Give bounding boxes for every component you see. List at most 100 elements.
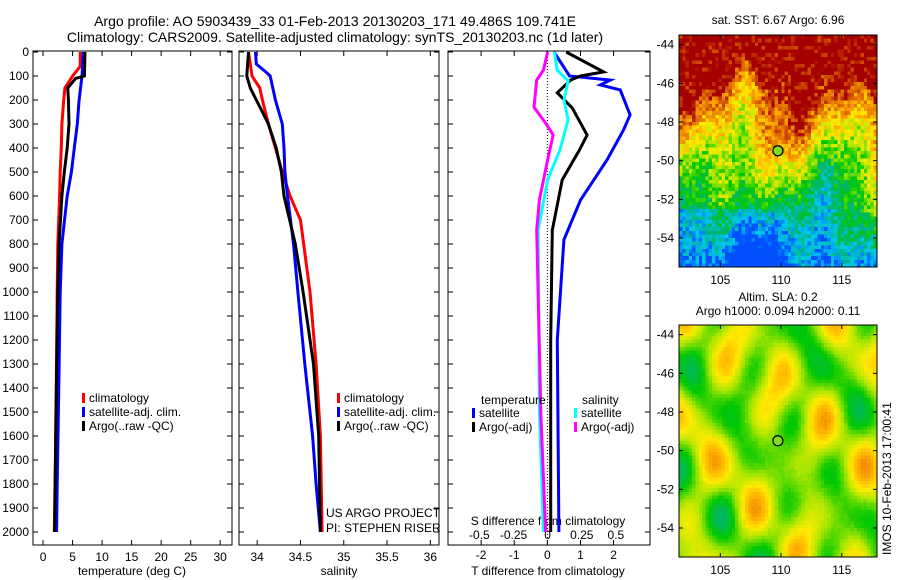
lat-tick-label: -48 <box>657 115 675 129</box>
lat-tick-label: -52 <box>657 482 675 496</box>
argo-location-marker <box>772 435 784 447</box>
x-tick-label: 36 <box>424 550 438 564</box>
depth-tick-label: 1800 <box>2 477 29 491</box>
x-tick-label: 10 <box>95 550 109 564</box>
depth-tick-label: 800 <box>9 237 29 251</box>
legend-label: climatology <box>344 391 404 405</box>
legend-swatch <box>82 421 85 431</box>
legend-swatch <box>337 407 340 417</box>
depth-tick-label: 600 <box>9 189 29 203</box>
lon-tick-label: 110 <box>771 273 790 287</box>
pi-annotation: PI: STEPHEN RISER <box>326 521 441 535</box>
legend-swatch <box>574 408 577 418</box>
sdiff-xlabel: S difference from climatology <box>471 514 626 528</box>
legend-swatch <box>82 407 85 417</box>
lat-tick-label: -54 <box>657 231 675 245</box>
legend-label: satellite-adj. clim. <box>344 405 436 419</box>
x-tick-label: 20 <box>154 550 168 564</box>
legend-label: Argo(-adj) <box>581 420 634 434</box>
s-tick-label: -0.25 <box>500 528 528 542</box>
footer-timestamp: IMOS 10-Feb-2013 17:00:41 <box>880 402 894 555</box>
x-tick-label: 34.5 <box>289 550 313 564</box>
panel-frame-0 <box>32 50 233 546</box>
depth-tick-label: 100 <box>9 69 29 83</box>
lat-tick-label: -44 <box>657 38 675 52</box>
depth-tick-label: 1400 <box>2 381 29 395</box>
lon-tick-label: 115 <box>832 563 851 577</box>
depth-tick-label: 500 <box>9 165 29 179</box>
depth-tick-label: 300 <box>9 117 29 131</box>
panel-frame-1 <box>238 50 440 546</box>
legend-swatch <box>574 422 577 432</box>
series-line-t-argo-adj- <box>549 50 609 532</box>
depth-tick-label: 1200 <box>2 333 29 347</box>
legend-label: satellite-adj. clim. <box>89 405 181 419</box>
x-tick-label: 0 <box>40 550 47 564</box>
lat-tick-label: -50 <box>657 154 675 168</box>
lon-tick-label: 105 <box>710 563 730 577</box>
legend-swatch <box>472 408 475 418</box>
depth-tick-label: 1000 <box>2 285 29 299</box>
series-line-argo-raw-qc- <box>53 51 87 533</box>
x-tick-label: 34 <box>251 550 265 564</box>
depth-tick-label: 0 <box>22 45 29 59</box>
x-tick-label: 35 <box>337 550 351 564</box>
lat-tick-label: -44 <box>657 328 675 342</box>
t-tick-label: -1 <box>509 548 520 562</box>
x-tick-label: 30 <box>214 550 228 564</box>
legend-title-temperature: temperature <box>481 393 546 407</box>
lat-tick-label: -54 <box>657 521 675 535</box>
legend-title-salinity: salinity <box>582 393 619 407</box>
legend-swatch <box>337 421 340 431</box>
depth-tick-label: 1900 <box>2 501 29 515</box>
series-line-satellite-adj-clim- <box>55 51 85 533</box>
x-tick-label: 15 <box>125 550 139 564</box>
sla-map-subtitle: Argo h1000: 0.094 h2000: 0.11 <box>696 304 861 318</box>
argo-location-marker <box>772 145 784 157</box>
title-line-1: Argo profile: AO 5903439_33 01-Feb-2013 … <box>94 13 576 29</box>
series-line-climatology <box>247 51 324 533</box>
sla-map-title: Altim. SLA: 0.2 <box>738 290 818 304</box>
lat-tick-label: -46 <box>657 76 675 90</box>
s-tick-label: -0.5 <box>469 528 490 542</box>
sla-map-frame <box>678 324 878 558</box>
t-tick-label: -2 <box>476 548 487 562</box>
depth-tick-label: 700 <box>9 213 29 227</box>
temperature-xlabel: temperature (deg C) <box>78 564 186 578</box>
t-tick-label: 0 <box>544 548 551 562</box>
depth-tick-label: 1500 <box>2 405 29 419</box>
lat-tick-label: -48 <box>657 405 675 419</box>
legend-label: Argo(..raw -QC) <box>344 419 429 433</box>
legend-label: Argo(-adj) <box>479 420 532 434</box>
series-line-s-argo-adj- <box>532 51 555 533</box>
x-tick-label: 35.5 <box>375 550 399 564</box>
lat-tick-label: -52 <box>657 192 675 206</box>
depth-tick-label: 1100 <box>3 309 29 323</box>
sst-map-frame <box>678 34 878 268</box>
title-line-2: Climatology: CARS2009. Satellite-adjuste… <box>67 29 603 45</box>
salinity-xlabel: salinity <box>321 564 358 578</box>
depth-tick-label: 1700 <box>2 453 29 467</box>
depth-tick-label: 400 <box>9 141 29 155</box>
series-line-satellite-adj-clim- <box>254 51 322 533</box>
x-tick-label: 25 <box>184 550 198 564</box>
panel-frame-2 <box>447 50 651 546</box>
t-tick-label: 1 <box>577 548 584 562</box>
depth-tick-label: 1600 <box>2 429 29 443</box>
lon-tick-label: 115 <box>832 273 851 287</box>
tdiff-xlabel: T difference from climatology <box>471 564 625 578</box>
legend-label: Argo(..raw -QC) <box>89 419 174 433</box>
depth-tick-label: 200 <box>9 93 29 107</box>
depth-tick-label: 900 <box>9 261 29 275</box>
series-line-argo-raw-qc- <box>245 51 322 533</box>
s-tick-label: 0.25 <box>570 528 594 542</box>
legend-swatch <box>337 393 340 403</box>
lat-tick-label: -50 <box>657 444 675 458</box>
argo-project-annotation: US ARGO PROJECT <box>326 506 441 520</box>
depth-tick-label: 2000 <box>2 525 29 539</box>
legend-label: satellite <box>581 406 622 420</box>
series-line-t-satellite <box>552 51 632 533</box>
legend-label: satellite <box>479 406 520 420</box>
